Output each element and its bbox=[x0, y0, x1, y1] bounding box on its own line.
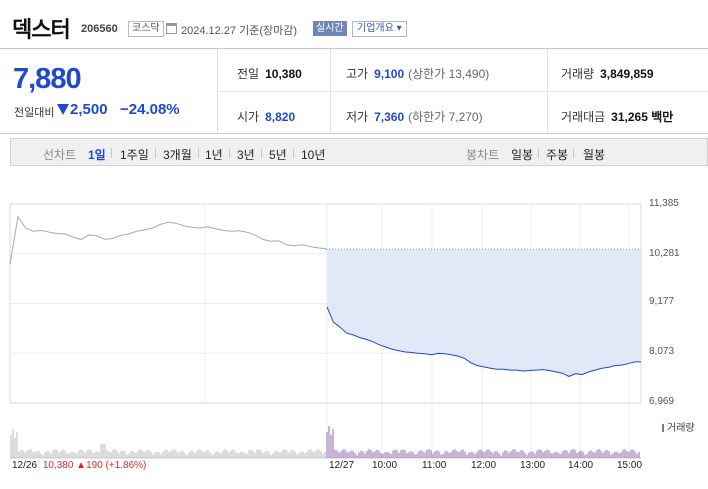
stock-code: 206560 bbox=[81, 23, 118, 35]
amount-value: 31,265 백만 bbox=[611, 110, 674, 124]
tab-daily-candle[interactable]: 일봉 bbox=[511, 148, 534, 162]
tab-1d[interactable]: 1일 bbox=[88, 148, 106, 162]
divider bbox=[293, 148, 294, 158]
current-price-box: 7,880 전일대비 2,500 −24.08% bbox=[0, 49, 218, 134]
x-tick-label: 11:00 bbox=[422, 460, 447, 471]
tab-1w[interactable]: 1주일 bbox=[120, 148, 149, 162]
divider bbox=[538, 148, 539, 158]
y-tick-label: 9,177 bbox=[649, 296, 675, 307]
volume-legend: 거래량 bbox=[662, 419, 695, 434]
series-line-prev-day bbox=[9, 215, 327, 265]
divider bbox=[229, 148, 230, 158]
market-badge: 코스닥 bbox=[128, 21, 164, 37]
tab-5y[interactable]: 5년 bbox=[269, 148, 287, 162]
series-line-today bbox=[326, 306, 641, 377]
divider bbox=[111, 148, 112, 158]
tab-monthly-candle[interactable]: 월봉 bbox=[583, 148, 606, 162]
x-tick-label: 12:00 bbox=[471, 460, 497, 471]
tab-10y[interactable]: 10년 bbox=[301, 148, 326, 162]
divider bbox=[573, 148, 574, 158]
volume-cell: 거래량 3,849,859 bbox=[561, 65, 654, 82]
divider bbox=[219, 91, 708, 92]
company-overview-button[interactable]: 기업개요 ▾ bbox=[352, 21, 407, 37]
change-value: 2,500 bbox=[70, 101, 108, 118]
line-chart-label: 선차트 bbox=[43, 148, 77, 162]
prev-close-value: 10,380 bbox=[265, 67, 302, 81]
x-tick-label: 13:00 bbox=[520, 460, 546, 471]
price-chart[interactable]: 11,385 10,281 9,177 8,073 6,969 거래량 12/2… bbox=[0, 190, 708, 489]
open-value: 8,820 bbox=[265, 110, 296, 124]
series-fill-today bbox=[327, 249, 641, 377]
high-value: 9,100 bbox=[374, 67, 405, 81]
divider bbox=[155, 148, 156, 158]
prev-close-label: 전일 bbox=[237, 67, 260, 81]
high-label: 고가 bbox=[346, 67, 369, 81]
low-label: 저가 bbox=[346, 110, 369, 124]
realtime-button[interactable]: 실시간 bbox=[313, 21, 347, 36]
y-tick-label: 11,385 bbox=[649, 198, 679, 209]
stock-header: 덱스터 206560 코스닥 2024.12.27 기준(장마감) 실시간 기업… bbox=[0, 0, 708, 44]
volume-value: 3,849,859 bbox=[600, 67, 654, 81]
date-text: 2024.12.27 기준(장마감) bbox=[181, 25, 298, 37]
chart-period-tabs: 선차트 1일 1주일 3개월 1년 3년 5년 10년 봉차트 일봉 주봉 월봉 bbox=[10, 138, 708, 166]
divider bbox=[261, 148, 262, 158]
quote-panel: 7,880 전일대비 2,500 −24.08% 전일 10,380 고가 9,10… bbox=[0, 48, 708, 134]
open-cell: 시가 8,820 bbox=[237, 108, 295, 125]
prev-day-summary: 10,380 ▲190 (+1.86%) bbox=[42, 460, 147, 471]
high-cell: 고가 9,100 (상한가 13,490) bbox=[346, 65, 489, 82]
tab-weekly-candle[interactable]: 주봉 bbox=[546, 148, 569, 162]
x-tick-label: 14:00 bbox=[568, 460, 594, 471]
change-percent: −24.08% bbox=[120, 101, 180, 118]
prev-day-date: 12/26 bbox=[12, 460, 38, 471]
down-triangle-icon bbox=[57, 104, 69, 115]
amount-label: 거래대금 bbox=[561, 110, 606, 124]
tab-1y[interactable]: 1년 bbox=[205, 148, 223, 162]
prev-day-info: 12/26 10,380 ▲190 (+1.86%) bbox=[12, 460, 146, 471]
price-chart-svg bbox=[9, 203, 642, 459]
tab-3y[interactable]: 3년 bbox=[237, 148, 255, 162]
current-price: 7,880 bbox=[13, 63, 82, 95]
x-tick-label: 10:00 bbox=[372, 460, 398, 471]
y-tick-label: 10,281 bbox=[649, 248, 680, 259]
x-tick-label: 15:00 bbox=[617, 460, 643, 471]
upper-limit: (상한가 13,490) bbox=[408, 67, 490, 81]
x-tick-label: 12/27 bbox=[329, 460, 355, 471]
amount-cell: 거래대금 31,265 백만 bbox=[561, 108, 673, 125]
y-tick-label: 8,073 bbox=[649, 346, 675, 357]
low-cell: 저가 7,360 (하한가 7,270) bbox=[346, 108, 483, 125]
volume-label: 거래량 bbox=[561, 67, 595, 81]
open-label: 시가 bbox=[237, 110, 260, 124]
low-value: 7,360 bbox=[374, 110, 405, 124]
calendar-icon bbox=[166, 23, 177, 34]
y-tick-label: 6,969 bbox=[649, 396, 675, 407]
tab-3m[interactable]: 3개월 bbox=[163, 148, 192, 162]
lower-limit: (하한가 7,270) bbox=[408, 110, 483, 124]
stock-name: 덱스터 bbox=[12, 17, 71, 42]
candle-chart-label: 봉차트 bbox=[466, 148, 500, 162]
change-label: 전일대비 bbox=[14, 107, 55, 119]
prev-close-cell: 전일 10,380 bbox=[237, 65, 302, 82]
divider bbox=[198, 148, 199, 158]
